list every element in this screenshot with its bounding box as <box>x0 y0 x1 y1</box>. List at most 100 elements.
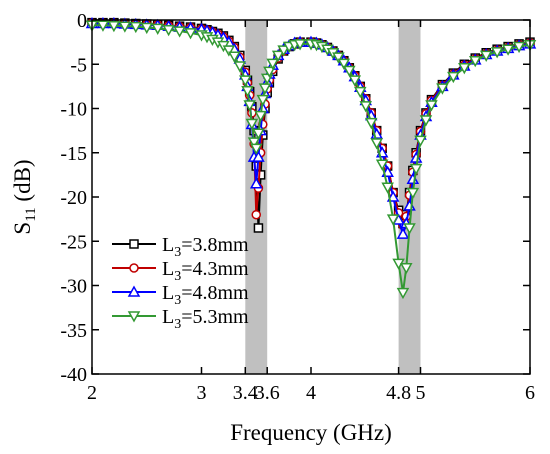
y-axis-title-main: S <box>10 222 35 235</box>
data-point-3-62 <box>447 71 460 84</box>
x-tick-label-3: 3.6 <box>255 382 280 404</box>
data-point-3-46 <box>359 101 373 113</box>
data-point-3-60 <box>425 100 438 112</box>
data-point-3-31 <box>271 50 285 62</box>
data-point-3-66 <box>490 47 504 59</box>
data-point-1-23 <box>251 209 261 220</box>
data-point-3-17 <box>233 61 247 73</box>
data-point-3-19 <box>241 86 254 98</box>
y-tick-label-8: -40 <box>60 364 87 386</box>
data-point-3-68 <box>512 41 526 54</box>
data-point-3-56 <box>406 187 420 200</box>
data-point-3-7 <box>162 24 175 37</box>
y-tick-label-1: -5 <box>70 54 87 76</box>
x-tick-label-7: 6 <box>525 382 535 404</box>
data-point-3-44 <box>348 75 362 87</box>
series-0 <box>87 17 535 233</box>
data-point-3-57 <box>409 163 423 176</box>
data-point-3-58 <box>414 135 427 147</box>
tick-labels: 2 3 3.43.6 4 4.8 5 6 0 -5 -10 -15 -20 -25 -30 -35 -40 <box>60 10 535 404</box>
legend-item-3: L3=5.3mm <box>112 306 249 332</box>
y-axis-title-unit: (dB) <box>10 159 35 207</box>
legend-label-1: L3=4.3mm <box>162 258 249 284</box>
data-point-3-25 <box>254 110 267 123</box>
data-point-3-59 <box>419 115 433 127</box>
data-point-3-43 <box>343 65 356 77</box>
series-line-1 <box>92 22 531 229</box>
x-tick-label-6: 5 <box>416 382 426 404</box>
data-point-3-15 <box>222 45 236 57</box>
data-point-3-26 <box>256 94 270 107</box>
data-point-3-48 <box>370 138 383 150</box>
legend-label-3: L3=5.3mm <box>162 306 249 332</box>
series-line-2 <box>92 22 531 238</box>
data-point-3-21 <box>245 118 259 131</box>
data-point-3-30 <box>266 58 279 70</box>
data-point-3-29 <box>263 66 276 78</box>
data-point-3-5 <box>140 22 154 35</box>
data-point-3-51 <box>386 214 400 226</box>
x-tick-label-1: 3 <box>197 382 207 404</box>
series-2 <box>85 16 537 239</box>
data-point-0-24 <box>253 223 264 233</box>
data-point-3-24 <box>252 128 265 140</box>
data-point-3-45 <box>354 86 367 99</box>
series-line-0 <box>92 21 531 229</box>
data-point-3-49 <box>375 159 389 171</box>
data-point-3-6 <box>151 23 164 35</box>
data-point-3-2 <box>107 21 121 33</box>
data-point-3-16 <box>228 51 241 63</box>
data-point-3-41 <box>332 52 345 64</box>
data-point-3-47 <box>364 117 378 130</box>
y-tick-label-3: -15 <box>60 143 87 165</box>
x-tick-label-4: 4 <box>306 382 316 404</box>
legend-item-2: L3=4.8mm <box>112 282 249 308</box>
y-tick-label-7: -35 <box>60 320 87 342</box>
data-point-3-22 <box>247 137 261 149</box>
legend-label-0: L3=3.8mm <box>162 234 249 260</box>
data-point-3-8 <box>173 26 186 38</box>
data-point-3-18 <box>239 75 252 87</box>
y-tick-label-5: -25 <box>60 231 87 253</box>
x-axis-title: Frequency (GHz) <box>230 420 392 445</box>
data-point-3-55 <box>403 223 416 235</box>
data-point-3-27 <box>258 83 272 95</box>
legend-marker-3 <box>127 311 141 323</box>
data-point-3-32 <box>277 45 290 57</box>
data-point-3-61 <box>436 83 449 95</box>
legend-item-1: L3=4.3mm <box>112 258 249 284</box>
data-point-3-54 <box>399 263 413 275</box>
x-tick-label-0: 2 <box>87 382 97 404</box>
data-point-3-67 <box>501 44 515 56</box>
series-3 <box>85 20 537 300</box>
data-point-3-50 <box>381 182 394 194</box>
data-point-3-9 <box>184 28 197 40</box>
data-point-3-1 <box>96 20 110 32</box>
x-tick-label-5: 4.8 <box>386 382 411 404</box>
data-point-2-53 <box>396 227 410 239</box>
legend-label-2: L3=4.8mm <box>162 282 249 308</box>
data-point-3-23 <box>249 143 263 155</box>
data-point-3-64 <box>468 55 482 68</box>
data-point-2-24 <box>252 150 265 162</box>
y-tick-label-0: 0 <box>77 10 87 32</box>
y-tick-label-2: -10 <box>60 99 87 121</box>
y-axis-title-sub: 11 <box>23 207 39 221</box>
data-point-2-23 <box>249 177 263 189</box>
data-point-3-3 <box>118 21 132 33</box>
data-point-3-20 <box>243 100 256 112</box>
series-layer <box>85 16 537 300</box>
series-1 <box>87 18 535 231</box>
data-point-3-35 <box>293 39 307 51</box>
legend-marker-0 <box>129 239 139 249</box>
y-axis-title: S11 (dB) <box>10 159 39 234</box>
data-point-3-4 <box>129 21 143 34</box>
x-tick-label-2: 3.4 <box>233 382 258 404</box>
plot-frame <box>91 19 531 375</box>
data-point-3-63 <box>458 63 471 75</box>
data-point-3-42 <box>337 58 351 70</box>
legend-item-0: L3=3.8mm <box>112 234 249 260</box>
legend-marker-2 <box>127 285 141 297</box>
